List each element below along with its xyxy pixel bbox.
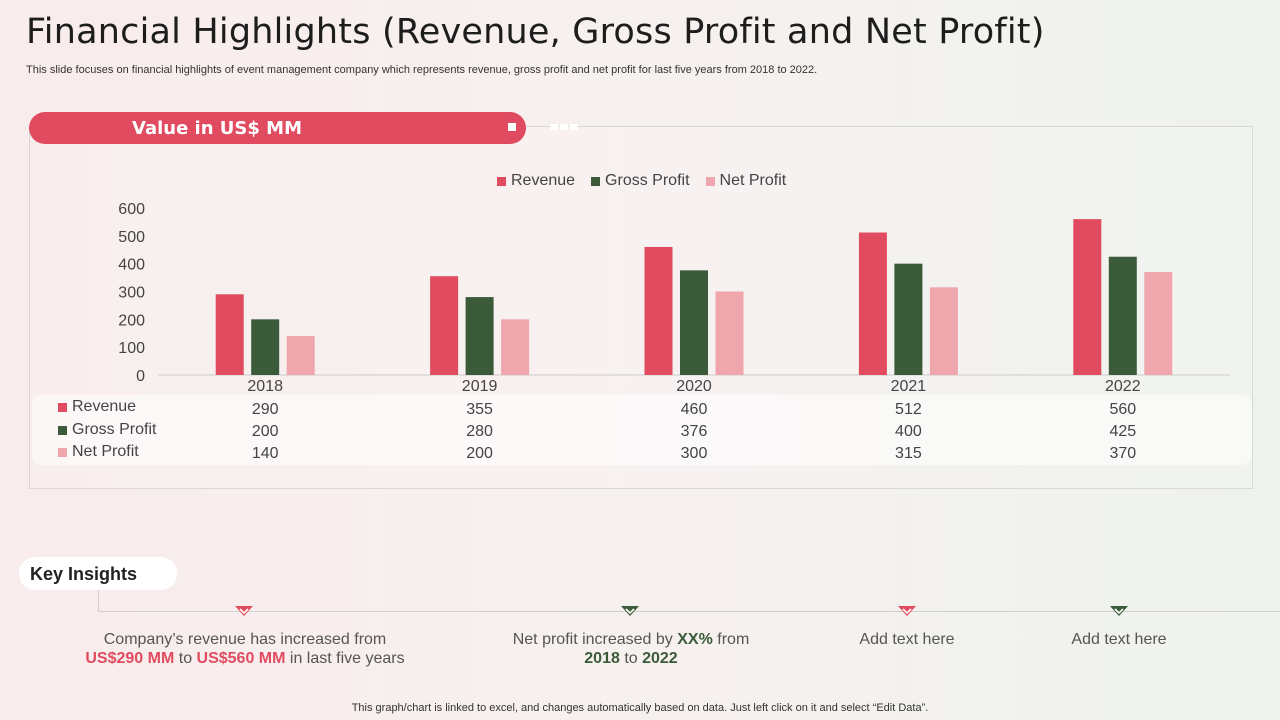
y-tick-label: 600 — [118, 201, 145, 218]
bar-chart: 0 100 200 300 400 500 600 290 200 140 2018 355 280 20… — [118, 201, 1230, 462]
timeline-line — [98, 611, 1280, 612]
table-cell-revenue: 560 — [1109, 401, 1136, 418]
bar-gross-profit — [680, 270, 708, 375]
bar-gross-profit — [1108, 256, 1137, 375]
legend-item-revenue: Revenue — [497, 172, 575, 190]
table-cell-net-profit: 315 — [895, 445, 922, 462]
chevron-down-icon — [1110, 606, 1128, 616]
table-cell-net-profit: 370 — [1109, 445, 1136, 462]
key-insights-label: Key Insights — [30, 564, 138, 584]
table-cell-gross-profit: 425 — [1109, 423, 1136, 440]
table-cell-gross-profit: 376 — [681, 423, 708, 440]
table-cell-gross-profit: 400 — [895, 423, 922, 440]
bar-revenue — [1073, 219, 1102, 375]
chevron-down-icon — [235, 606, 253, 616]
y-tick-label: 500 — [118, 229, 145, 246]
x-tick-label: 2022 — [1105, 378, 1141, 395]
table-cell-gross-profit: 200 — [252, 423, 279, 440]
table-cell-gross-profit: 280 — [466, 423, 493, 440]
legend-label-revenue: Revenue — [511, 172, 576, 189]
table-cell-net-profit: 200 — [466, 445, 493, 462]
table-row-label-net-profit: Net Profit — [58, 443, 139, 461]
insight-revenue: Company’s revenue has increased from US$… — [84, 630, 406, 668]
data-table-band — [32, 395, 1252, 465]
insight-placeholder-4[interactable]: Add text here — [1071, 631, 1167, 648]
legend-swatch-revenue — [497, 176, 506, 186]
insight-net-profit-pct: XX% — [677, 631, 713, 648]
bar-revenue — [644, 246, 673, 375]
dots-decoration — [550, 124, 578, 130]
insight-revenue-line2: US$290 MM to US$560 MM in last five year… — [84, 649, 406, 668]
pill-dot-decoration — [508, 123, 516, 131]
insight-revenue-tail: in last five years — [285, 650, 405, 667]
insight-net-profit-end-year: 2022 — [642, 650, 678, 667]
bar-gross-profit — [894, 263, 923, 375]
x-tick-label: 2018 — [247, 378, 283, 395]
legend-label-gross-profit: Gross Profit — [605, 172, 690, 189]
table-row-label-revenue: Revenue — [58, 398, 136, 416]
table-label-gross-profit: Gross Profit — [72, 421, 157, 438]
page-title: Financial Highlights (Revenue, Gross Pro… — [26, 12, 1045, 52]
legend-swatch-net-profit — [705, 176, 715, 186]
legend-item-gross-profit: Gross Profit — [591, 172, 690, 190]
table-label-revenue: Revenue — [72, 398, 137, 415]
x-tick-label: 2021 — [891, 378, 927, 395]
key-insights-header: Key Insights — [19, 557, 177, 590]
table-swatch-revenue — [58, 402, 67, 412]
insight-net-profit-line1: Net profit increased by XX% from — [500, 630, 762, 649]
y-tick-label: 100 — [118, 340, 145, 357]
table-swatch-gross-profit — [58, 425, 67, 435]
table-cell-revenue: 355 — [466, 401, 493, 418]
x-tick-label: 2019 — [462, 378, 498, 395]
y-tick-label: 300 — [118, 285, 145, 302]
bar-gross-profit — [465, 297, 494, 375]
legend-label-net-profit: Net Profit — [719, 172, 787, 189]
insight-net-profit-from: from — [712, 631, 750, 648]
legend-swatch-gross-profit — [591, 176, 601, 186]
table-swatch-net-profit — [58, 447, 67, 457]
bar-gross-profit — [251, 319, 280, 375]
table-row-label-gross-profit: Gross Profit — [58, 421, 156, 439]
chevron-down-icon — [621, 606, 639, 616]
bar-net-profit — [715, 291, 744, 375]
insight-revenue-line1: Company’s revenue has increased from — [103, 631, 387, 648]
legend-item-net-profit: Net Profit — [705, 172, 787, 190]
bar-net-profit — [929, 287, 958, 375]
x-tick-label: 2020 — [676, 378, 712, 395]
bar-revenue — [215, 294, 244, 375]
insight-net-profit-pre: Net profit increased by — [512, 631, 678, 648]
table-cell-revenue: 290 — [252, 401, 279, 418]
y-tick-label: 200 — [118, 312, 145, 329]
insight-placeholder-3[interactable]: Add text here — [859, 631, 955, 648]
bar-net-profit — [1144, 272, 1173, 375]
bar-net-profit — [501, 319, 530, 375]
insight-revenue-end: US$560 MM — [196, 650, 286, 667]
insight-net-profit-to: to — [619, 650, 643, 667]
page-subtitle: This slide focuses on financial highligh… — [26, 64, 818, 76]
footer-note: This graph/chart is linked to excel, and… — [351, 702, 929, 714]
insight-revenue-start: US$290 MM — [85, 650, 175, 667]
table-label-net-profit: Net Profit — [72, 443, 139, 460]
table-cell-net-profit: 140 — [252, 445, 279, 462]
chart-legend: Revenue Gross Profit Net Profit — [497, 172, 786, 190]
insight-revenue-to: to — [174, 650, 197, 667]
insight-net-profit-line2: 2018 to 2022 — [500, 649, 762, 668]
value-panel-label: Value in US$ MM — [132, 118, 302, 139]
y-tick-label: 0 — [136, 368, 145, 385]
value-panel-header: Value in US$ MM — [29, 112, 526, 144]
timeline-connector — [98, 590, 99, 611]
y-tick-label: 400 — [118, 257, 145, 274]
bar-revenue — [858, 232, 887, 375]
table-cell-revenue: 512 — [895, 401, 922, 418]
table-cell-revenue: 460 — [681, 401, 708, 418]
bar-revenue — [430, 276, 459, 375]
insight-net-profit: Net profit increased by XX% from 2018 to… — [500, 630, 762, 668]
insight-net-profit-start-year: 2018 — [584, 650, 620, 667]
table-cell-net-profit: 300 — [681, 445, 708, 462]
chevron-down-icon — [898, 606, 916, 616]
bar-net-profit — [286, 336, 315, 375]
